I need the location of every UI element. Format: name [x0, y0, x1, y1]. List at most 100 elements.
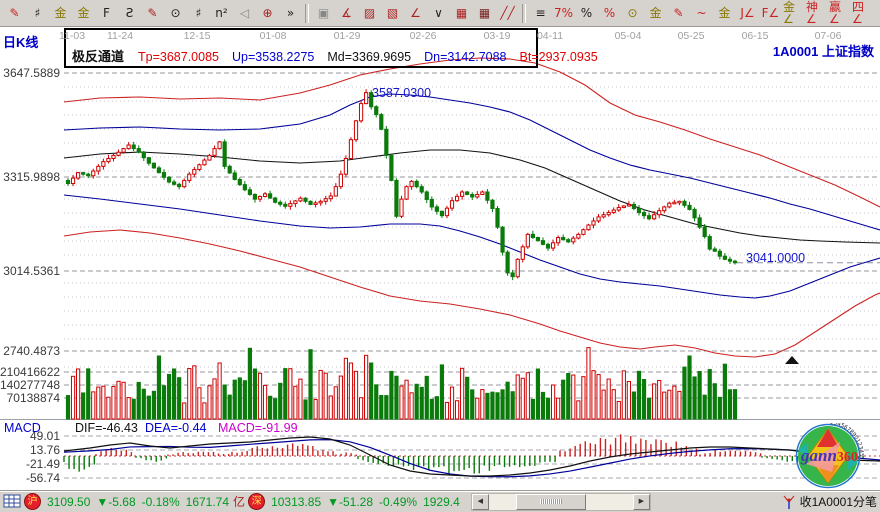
toolbar-f-ruler-button[interactable]: F: [103, 6, 110, 20]
toolbar-pct-strike-button[interactable]: 7%: [553, 6, 574, 20]
toolbar-angle-lines-button[interactable]: ∠: [410, 6, 421, 20]
date-label: 06-15: [741, 30, 769, 42]
peak-price-annotation: 3587.0300: [372, 86, 432, 100]
sz-amount: 1929.4: [423, 494, 460, 509]
scroll-left-arrow[interactable]: ◀: [471, 493, 489, 510]
horizontal-scrollbar[interactable]: ◀ ▶: [470, 492, 651, 511]
sz-index-icon[interactable]: 深: [248, 493, 266, 510]
toolbar-percent-button[interactable]: %: [580, 6, 593, 20]
toolbar-diag-box-button[interactable]: ▧: [386, 6, 399, 20]
toolbar-clock-circle-button[interactable]: ⊙: [170, 6, 181, 20]
toolbar-kline-bars-button[interactable]: ≡: [535, 6, 546, 20]
date-label: 04-11: [536, 30, 564, 42]
scroll-right-arrow[interactable]: ▶: [632, 493, 650, 510]
date-label: 05-25: [677, 30, 705, 42]
channel-bt: Bt=2937.0935: [519, 50, 598, 64]
toolbar-pencil-bar-button[interactable]: ✎: [673, 6, 684, 20]
macd-title: MACD: [4, 421, 41, 435]
toolbar-j-angle-button[interactable]: J∠: [740, 6, 755, 20]
sz-change: ▼-51.28: [327, 494, 374, 509]
toolbar-fan-lines-button[interactable]: ∡: [341, 6, 352, 20]
sh-index-icon[interactable]: 沪: [24, 493, 41, 510]
sz-pct: -0.49%: [379, 494, 418, 509]
status-bar: 沪 3109.50 ▼-5.68 -0.18% 1671.74 亿 深 1031…: [0, 490, 880, 512]
macd-axis-label: -56.74: [25, 471, 60, 485]
toolbar-check-lines-button[interactable]: ∨: [434, 6, 443, 20]
toolbar-f-angle-button[interactable]: F∠: [761, 6, 780, 20]
toolbar-gold-coin-button[interactable]: ⊙: [627, 6, 638, 20]
toolbar-n2-ruler-button[interactable]: n²: [215, 6, 228, 20]
sh-pct: -0.18%: [141, 494, 180, 509]
price-axis-label: 3315.9898: [3, 170, 60, 184]
toolbar-gold-under-button[interactable]: 金: [718, 6, 731, 20]
toolbar-gold-ruler-2-button[interactable]: 金: [77, 6, 90, 20]
volume-axis-label: 140277748: [0, 378, 61, 392]
channel-md: Md=3369.9695: [327, 50, 412, 64]
channel-info-box: 极反通道 Tp=3687.0085 Up=3538.2275 Md=3369.9695…: [64, 28, 598, 68]
symbol-label: 1A0001 上证指数: [772, 44, 874, 59]
sh-amount-unit: 亿: [233, 495, 246, 509]
date-label: 02-26: [409, 30, 437, 42]
date-label: 07-06: [814, 30, 842, 42]
gann360-logo: 23456789012345678901234567890 gann360: [795, 423, 864, 489]
macd-value: MACD=-91.99: [218, 421, 298, 435]
channel-tp: Tp=3687.0085: [138, 50, 219, 64]
toolbar-gold-lines-button[interactable]: 金: [649, 6, 662, 20]
toolbar-pencil-ruler-button[interactable]: ✎: [147, 6, 158, 20]
macd-axis-label: 13.76: [29, 443, 60, 457]
price-axis-label: 2740.4873: [3, 344, 60, 358]
toolbar-pencil-button[interactable]: ✎: [9, 6, 20, 20]
macd-dea: DEA=-0.44: [145, 421, 207, 435]
feed-status-label[interactable]: 收1A0001分笔: [799, 495, 877, 509]
channel-dn: Dn=3142.7088: [424, 50, 507, 64]
toolbar-percent-under-button[interactable]: %: [603, 6, 616, 20]
date-label: 11-03: [58, 30, 86, 42]
period-label: 日K线: [3, 35, 39, 50]
svg-text:gann360: gann360: [800, 446, 858, 465]
toolbar-separator: [522, 3, 526, 23]
volume-axis-label: 70138874: [6, 391, 60, 405]
toolbar-flag-button[interactable]: ◁: [239, 6, 250, 20]
toolbar-separator: [305, 3, 309, 23]
toolbar-si-angle-button[interactable]: 四∠: [852, 0, 865, 26]
toolbar-grid-box-button[interactable]: ▦: [455, 6, 468, 20]
macd-axis-label: -21.49: [25, 457, 60, 471]
macd-axis-label: 49.01: [29, 429, 60, 443]
toolbar-shen-angle-button[interactable]: 神∠: [806, 0, 819, 26]
date-label: 01-29: [333, 30, 361, 42]
date-label: 11-24: [106, 30, 134, 42]
date-label: 01-08: [259, 30, 287, 42]
sh-change: ▼-5.68: [96, 494, 136, 509]
toolbar-ruler-grid-button[interactable]: ♯: [34, 6, 41, 20]
price-axis-label: 3014.5361: [3, 264, 60, 278]
price-axis-label: 3647.5889: [3, 66, 60, 80]
date-label: 12-15: [183, 30, 211, 42]
toolbar-crosshair-button[interactable]: ⊕: [262, 6, 273, 20]
toolbar-more-chevron-button[interactable]: »: [286, 6, 295, 20]
toolbar-ying-angle-button[interactable]: 赢∠: [829, 0, 842, 26]
macd-dif: DIF=-46.43: [75, 421, 138, 435]
toolbar-box-select-button[interactable]: ▣: [317, 6, 330, 20]
grid-icon[interactable]: [3, 494, 21, 509]
toolbar-parallel-lines-button[interactable]: ╱╱: [500, 6, 515, 20]
toolbar-fan-box-button[interactable]: ▨: [363, 6, 376, 20]
sh-price: 3109.50: [47, 494, 91, 509]
date-label: 05-04: [614, 30, 642, 42]
toolbar-gold-ruler-1-button[interactable]: 金: [54, 6, 67, 20]
signal-icon: [783, 495, 795, 509]
toolbar: ✎ ♯ 金金 F Ƨ ✎ ⊙ ♯ n² ◁ ⊕» ▣ ∡ ▨ ▧ ∠ ∨ ▦ ▦ ╱╱ ≡ 7%%% ⊙ 金 ✎ ~ 金 J∠ F∠ 金∠…: [0, 0, 880, 27]
channel-up: Up=3538.2275: [232, 50, 315, 64]
sh-amount: 1671.74: [185, 494, 230, 509]
sz-price: 10313.85: [271, 494, 322, 509]
chart-canvas[interactable]: [0, 27, 880, 490]
toolbar-grid-box-arrow-button[interactable]: ▦: [478, 6, 491, 20]
chart-region: 日K线 1A0001 上证指数 极反通道 Tp=3687.0085 Up=3538.…: [0, 27, 880, 490]
toolbar-wave-button[interactable]: ~: [696, 6, 707, 20]
scroll-thumb[interactable]: [515, 493, 586, 510]
toolbar-ruler-button[interactable]: ♯: [195, 6, 202, 20]
toolbar-gold-angle-button[interactable]: 金∠: [783, 0, 796, 26]
toolbar-hook-ruler-button[interactable]: Ƨ: [125, 6, 134, 20]
channel-title: 极反通道: [72, 49, 125, 64]
date-label: 03-19: [483, 30, 511, 42]
